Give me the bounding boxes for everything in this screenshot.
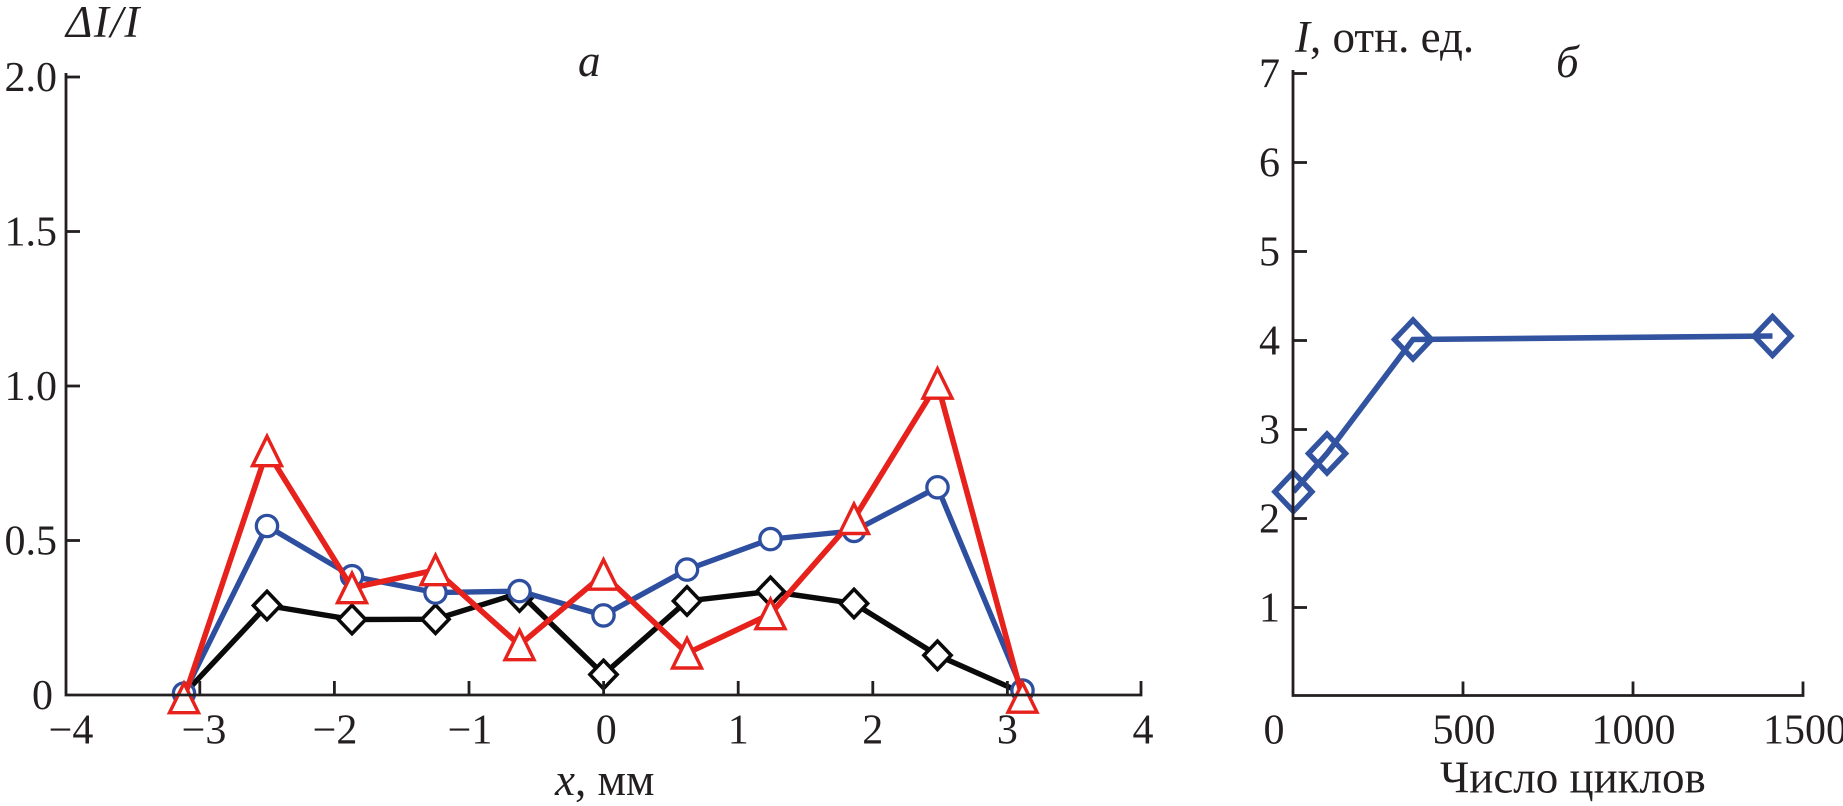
svg-text:1000: 1000 xyxy=(1592,708,1676,754)
svg-text:−4: −4 xyxy=(49,708,94,754)
svg-text:5: 5 xyxy=(1259,230,1280,276)
svg-text:6: 6 xyxy=(1259,141,1280,187)
svg-text:3: 3 xyxy=(997,708,1018,754)
svg-text:Число циклов: Число циклов xyxy=(1440,753,1706,803)
svg-text:−3: −3 xyxy=(182,708,227,754)
svg-text:1: 1 xyxy=(1259,586,1280,632)
svg-text:2.0: 2.0 xyxy=(5,55,58,101)
svg-text:1500: 1500 xyxy=(1763,708,1843,754)
svg-text:0: 0 xyxy=(596,708,617,754)
svg-text:0.5: 0.5 xyxy=(5,519,58,565)
svg-text:500: 500 xyxy=(1433,708,1496,754)
svg-text:ΔI/I: ΔI/I xyxy=(64,0,141,47)
svg-text:2: 2 xyxy=(862,708,883,754)
svg-text:−1: −1 xyxy=(448,708,493,754)
svg-text:2: 2 xyxy=(1259,497,1280,543)
svg-text:1: 1 xyxy=(728,708,749,754)
svg-text:7: 7 xyxy=(1259,52,1280,98)
svg-text:б: б xyxy=(1556,37,1580,87)
svg-text:1.0: 1.0 xyxy=(5,364,58,410)
svg-text:0: 0 xyxy=(1264,708,1285,754)
svg-text:4: 4 xyxy=(1259,319,1280,365)
svg-text:−2: −2 xyxy=(313,708,358,754)
svg-text:4: 4 xyxy=(1133,708,1154,754)
svg-text:3: 3 xyxy=(1259,408,1280,454)
svg-text:x, мм: x, мм xyxy=(554,755,654,805)
svg-text:0: 0 xyxy=(32,673,53,719)
svg-text:a: a xyxy=(578,36,601,86)
svg-text:1.5: 1.5 xyxy=(5,210,58,256)
svg-text:I, отн. ед.: I, отн. ед. xyxy=(1294,12,1474,62)
